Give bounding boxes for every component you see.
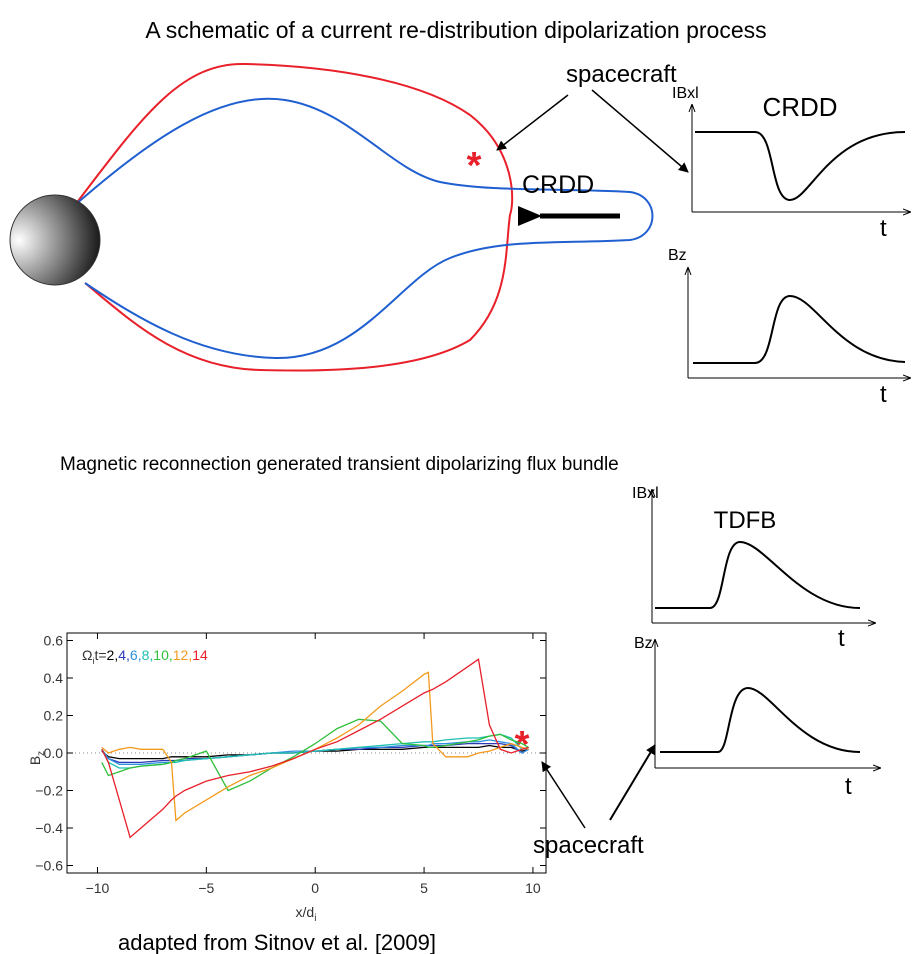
- legend-separator: ,: [188, 647, 192, 663]
- time-label: t: [880, 381, 887, 408]
- plot-title: CRDD: [762, 92, 837, 122]
- legend-symbol-sub: i: [92, 656, 94, 666]
- crdd-arrow-label: CRDD: [522, 171, 594, 199]
- bz-axis-label: Bz: [634, 635, 653, 652]
- legend-var: t=: [94, 647, 106, 663]
- bz-curve: [660, 686, 861, 753]
- legend-entry: 6: [130, 647, 138, 663]
- spacecraft-label: spacecraft: [566, 61, 677, 88]
- x-axis-label: x/di: [296, 904, 317, 924]
- series-line: [101, 658, 529, 839]
- legend-separator: ,: [149, 647, 153, 663]
- legend-entry: 10: [153, 647, 169, 663]
- bx-curve: [695, 131, 906, 202]
- spacecraft-label: spacecraft: [533, 832, 644, 859]
- y-axis-label-main: B: [27, 756, 43, 765]
- legend-entry: 12: [173, 647, 189, 663]
- bz-chart: 0.60.40.20.0−0.2−0.4−0.6−10 −5 0 5 10x/diBzΩ…: [27, 633, 546, 924]
- x-axis-label-main: x/d: [296, 904, 315, 920]
- legend-entry: 2: [107, 647, 115, 663]
- y-tick-label: 0.2: [44, 708, 64, 724]
- y-tick-label: −0.2: [35, 783, 63, 799]
- legend-symbol: Ω: [82, 647, 92, 663]
- y-tick-label: 0.6: [44, 633, 64, 649]
- time-label: t: [838, 625, 845, 652]
- time-label: t: [880, 215, 887, 242]
- x-tick-label: 10: [525, 880, 541, 896]
- legend-entry: 14: [192, 647, 208, 663]
- y-tick-label: −0.6: [35, 858, 63, 874]
- x-tick-label: −5: [198, 880, 214, 896]
- spacecraft-star: *: [515, 724, 530, 766]
- bx-axis-label: IBxl: [632, 485, 659, 502]
- legend: Ωit=2,4,6,8,10,12,14: [82, 647, 208, 666]
- legend-separator: ,: [126, 647, 130, 663]
- series-line: [101, 671, 529, 822]
- spacecraft-star: *: [467, 145, 482, 187]
- y-tick-label: −0.4: [35, 820, 63, 836]
- y-axis-label-sub: z: [36, 751, 47, 756]
- legend-separator: ,: [114, 647, 118, 663]
- legend-separator: ,: [169, 647, 173, 663]
- bz-axis-label: Bz: [668, 247, 687, 264]
- bx-axis-label: IBxl: [672, 85, 699, 102]
- outer-field-line: [74, 62, 514, 372]
- bx-curve: [655, 540, 861, 609]
- x-axis-label-sub: i: [314, 913, 316, 924]
- y-tick-label: 0.0: [44, 745, 64, 761]
- arrow: [541, 761, 586, 829]
- inner-field-line: [74, 97, 654, 360]
- x-tick-label: 5: [420, 880, 428, 896]
- legend-separator: ,: [138, 647, 142, 663]
- y-tick-label: 0.4: [44, 670, 64, 686]
- top-title: A schematic of a current re-distribution…: [145, 17, 766, 43]
- x-tick-label: −10: [86, 880, 110, 896]
- legend-entry: 8: [142, 647, 150, 663]
- caption: adapted from Sitnov et al. [2009]: [118, 930, 436, 954]
- x-tick-label: 0: [311, 880, 319, 896]
- y-axis-label: Bz: [27, 751, 47, 765]
- legend-entry: 4: [118, 647, 126, 663]
- bottom-title: Magnetic reconnection generated transien…: [60, 454, 619, 475]
- arrow: [609, 744, 656, 821]
- series-line: [101, 718, 529, 792]
- time-label: t: [845, 773, 852, 800]
- arrow: [496, 94, 569, 151]
- arrow: [591, 89, 689, 173]
- bz-curve: [693, 294, 906, 364]
- earth: [9, 194, 101, 286]
- plot-title: TDFB: [714, 507, 777, 534]
- series-line: [101, 744, 529, 760]
